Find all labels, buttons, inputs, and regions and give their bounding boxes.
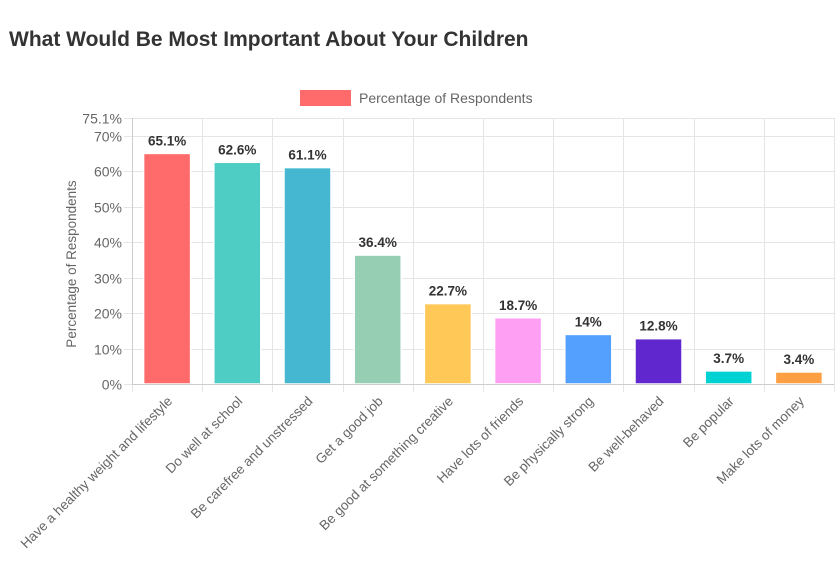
y-tick-label: 50% [94,200,122,216]
y-tick-label: 30% [94,271,122,287]
bar [213,161,262,385]
data-label: 3.7% [713,351,744,366]
data-label: 62.6% [218,142,256,157]
data-label: 22.7% [429,284,467,299]
legend[interactable]: Percentage of Respondents [300,90,533,106]
bar [142,152,192,385]
data-label: 14% [575,314,602,329]
x-tick-label: Be good at something creative [316,394,456,534]
x-tick-label: Be well-behaved [585,394,666,475]
legend-swatch [300,90,351,106]
x-tick-label: Be popular [680,393,737,450]
data-label: 36.4% [359,235,397,250]
data-label: 12.8% [639,319,677,334]
bar [774,371,824,385]
chart-title: What Would Be Most Important About Your … [9,28,529,51]
y-axis-title: Percentage of Respondents [64,180,79,348]
y-tick-label: 0% [102,377,122,393]
legend-label: Percentage of Respondents [359,90,533,106]
bar [493,317,543,385]
bars [142,152,824,385]
y-tick-label: 60% [94,164,122,180]
x-tick-label: Get a good job [313,394,386,467]
y-tick-label: 20% [94,306,122,322]
x-tick-label: Have a healthy weight and lifestyle [18,394,176,552]
bar [634,337,683,385]
data-label: 65.1% [148,133,186,148]
data-labels: 65.1% 62.6% 61.1% 36.4% 22.7% 18.7% 14% 12.8% 3.… [148,133,814,367]
bar [353,254,402,385]
bar [704,370,753,385]
bar [283,166,332,385]
bar [564,333,613,385]
data-label: 3.4% [784,352,815,367]
y-tick-label: 40% [94,235,122,251]
y-tick-label: 10% [94,342,122,358]
y-tick-label: 75.1% [82,111,122,127]
bar [423,302,473,385]
y-tick-label: 70% [94,129,122,145]
x-tick-label: Be carefree and unstressed [188,394,316,522]
y-axis: 0% 10% 20% 30% 40% 50% 60% 70% 75.1% [82,111,133,393]
data-label: 18.7% [499,298,537,313]
x-tick-label: Do well at school [163,394,246,477]
data-label: 61.1% [288,148,326,163]
